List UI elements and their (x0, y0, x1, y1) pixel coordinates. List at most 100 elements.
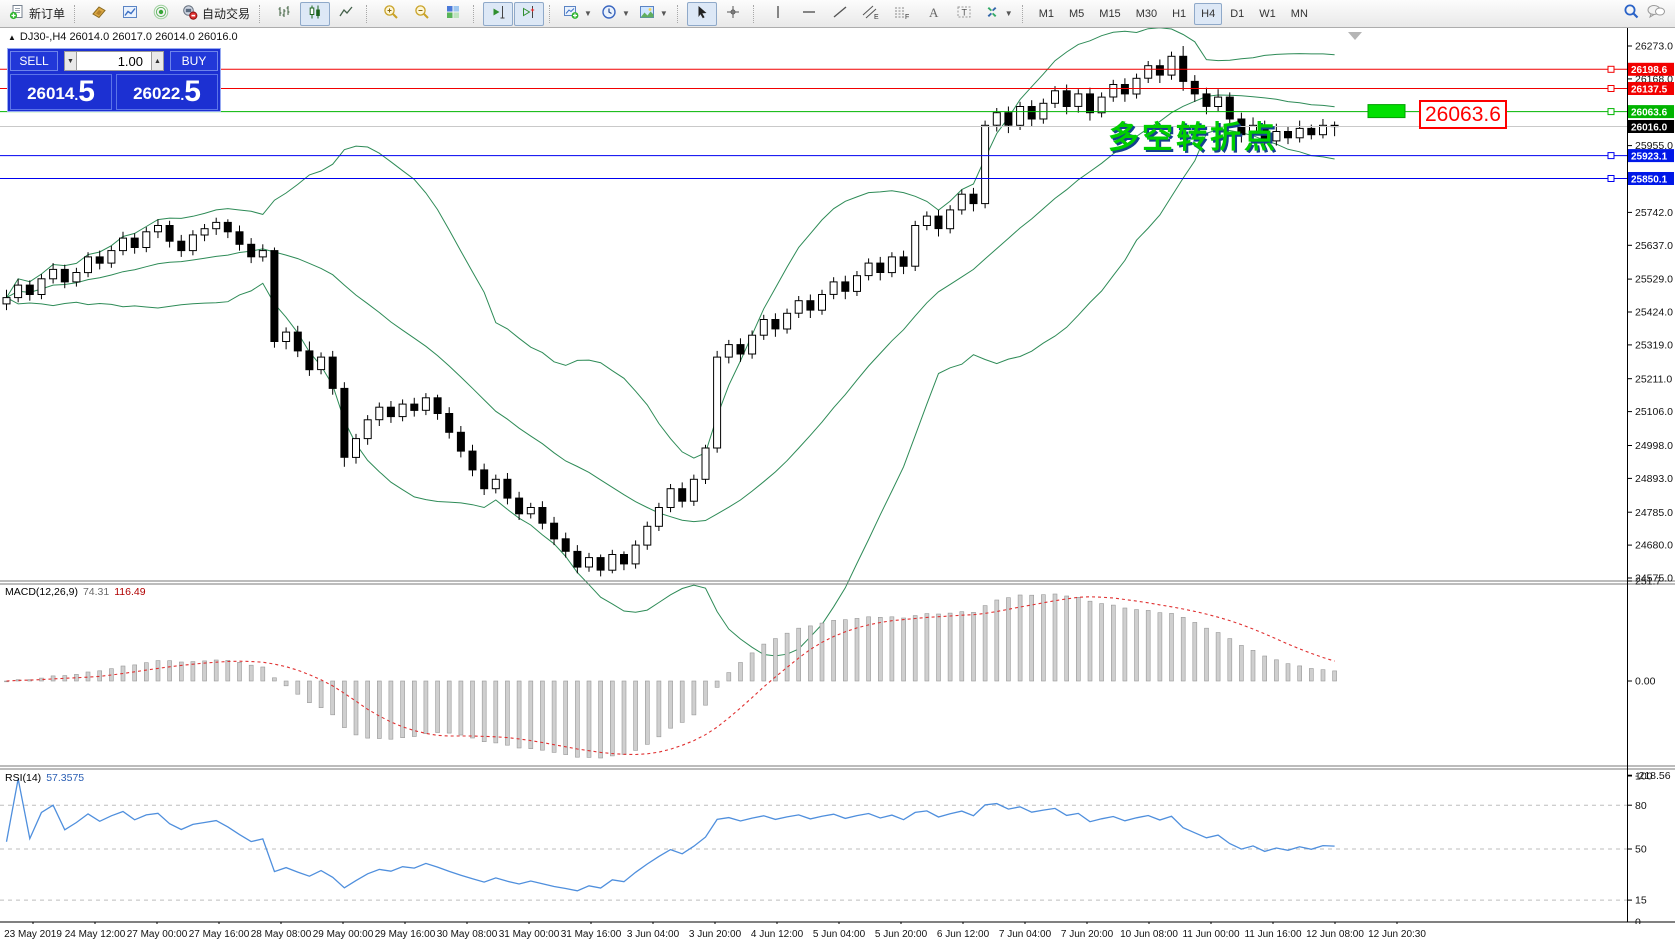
arrows-button[interactable]: ▼ (980, 2, 1017, 26)
macd-histogram (4, 593, 1337, 759)
new-chart-button[interactable]: ▼ (559, 2, 596, 26)
arrows-icon (984, 4, 1000, 23)
timeframe-m15[interactable]: M15 (1099, 7, 1121, 20)
price-tick-label: 26273.0 (1635, 41, 1673, 53)
time-axis-label: 27 May 00:00 (126, 929, 188, 940)
svg-text:A: A (929, 5, 939, 20)
templates-icon (639, 4, 655, 23)
line-chart-button[interactable] (331, 2, 361, 26)
buy-price[interactable]: 26022. 5 (116, 74, 218, 110)
price-badge (1628, 62, 1674, 76)
time-axis-label: 5 Jun 20:00 (874, 929, 928, 940)
timeframe-d1[interactable]: D1 (1230, 7, 1245, 20)
chart-annotation-text: 多空转折点 (1108, 120, 1278, 155)
chat-icon[interactable] (1646, 3, 1666, 24)
time-axis-label: 3 Jun 04:00 (626, 929, 680, 940)
rsi-tick-label: 80 (1635, 800, 1647, 812)
volume-up-button[interactable]: ▲ (151, 51, 164, 71)
price-badge (1628, 105, 1674, 119)
tile-windows-button[interactable] (438, 2, 468, 26)
buy-button[interactable]: BUY (170, 51, 218, 71)
auto-scroll-button[interactable] (483, 1, 514, 26)
autotrading-label: 自动交易 (202, 7, 251, 21)
macd-tick-label: 251.7 (1635, 576, 1661, 588)
price-tick-label: 25637.0 (1635, 240, 1673, 252)
crosshair-icon (725, 4, 741, 23)
cursor-button[interactable] (686, 1, 717, 26)
text-label-button[interactable]: T (949, 2, 979, 26)
templates-button[interactable]: ▼ (635, 2, 672, 26)
price-tick-label: 24893.0 (1635, 473, 1673, 485)
vertical-line-button[interactable] (763, 2, 793, 26)
candlestick-chart-button[interactable] (300, 1, 331, 26)
price-badge (1628, 172, 1674, 185)
time-axis-label: 4 Jun 12:00 (750, 929, 804, 940)
timeframe-m30[interactable]: M30 (1135, 7, 1158, 20)
autotrading-button[interactable]: 自动交易 (177, 2, 254, 26)
chevron-down-icon: ▼ (1004, 9, 1013, 18)
price-badge (1628, 149, 1674, 163)
timeframe-h1[interactable]: H1 (1172, 7, 1187, 20)
chevron-down-icon: ▼ (621, 9, 630, 18)
bar-chart-icon (276, 4, 292, 23)
bollinger-bands (6, 27, 1335, 657)
zoom-in-button[interactable] (376, 2, 406, 26)
text-button[interactable]: A (918, 2, 948, 26)
time-axis-label: 29 May 16:00 (374, 929, 436, 940)
zoom-out-icon (414, 4, 430, 23)
market-watch-button[interactable] (84, 2, 114, 26)
new-order-label: 新订单 (29, 7, 66, 21)
timeframe-w1[interactable]: W1 (1259, 7, 1276, 20)
macd-signal-line (6, 596, 1335, 756)
toolbar-separator (366, 4, 371, 23)
trendline-button[interactable] (825, 2, 855, 26)
toolbar-separator (549, 4, 554, 23)
timeframe-mn[interactable]: MN (1290, 7, 1308, 20)
fibonacci-icon: F (893, 4, 910, 23)
time-axis-label: 29 May 00:00 (312, 929, 374, 940)
toolbar-separator (676, 4, 682, 23)
horizontal-line-button[interactable] (794, 2, 824, 26)
price-tag-label[interactable]: 26063.6 (1419, 100, 1507, 129)
panel-dividers[interactable] (0, 580, 1675, 923)
time-axis-label: 31 May 16:00 (560, 929, 622, 940)
timeframe-m1[interactable]: M1 (1038, 7, 1054, 20)
timeframe-h4[interactable]: H4 (1194, 2, 1223, 25)
sell-price-dot: . (74, 87, 79, 103)
signals-button[interactable] (146, 2, 176, 26)
chart-shift-button[interactable] (514, 1, 545, 26)
price-tick-label: 24680.0 (1635, 540, 1673, 552)
bar-chart-button[interactable] (269, 2, 299, 26)
periods-button[interactable]: ▼ (597, 2, 634, 26)
rsi-tick-label: 0 (1635, 917, 1641, 929)
time-axis[interactable]: 23 May 2019 24 May 12:00 27 May 00:00 27 Ma… (0, 924, 1675, 951)
volume-input[interactable]: 1.00 (77, 51, 151, 71)
sell-button[interactable]: SELL (10, 51, 58, 71)
fibonacci-button[interactable]: F (887, 2, 917, 26)
rsi-indicator-label: RSI(14) 57.3575 (5, 772, 84, 784)
channel-button[interactable]: E (856, 2, 886, 26)
svg-text:25850.1: 25850.1 (1631, 174, 1668, 185)
price-tick-label: 25424.0 (1635, 307, 1673, 319)
time-axis-label: 27 May 16:00 (188, 929, 250, 940)
new-chart-icon (563, 4, 579, 23)
charts-window-button[interactable] (115, 2, 145, 26)
price-tick-label: 24998.0 (1635, 440, 1673, 452)
new-order-button[interactable]: 新订单 (5, 2, 69, 26)
crosshair-button[interactable] (718, 2, 748, 26)
charts-window-icon (122, 4, 138, 23)
search-icon[interactable] (1623, 3, 1640, 25)
vertical-line-icon (770, 4, 786, 23)
sell-price[interactable]: 26014. 5 (10, 74, 112, 110)
zoom-out-button[interactable] (407, 2, 437, 26)
time-axis-label: 31 May 00:00 (498, 929, 560, 940)
time-axis-label: 24 May 12:00 (64, 929, 126, 940)
macd-signal-value: 116.49 (114, 586, 146, 598)
price-axis[interactable]: 26273.026168.025955.025742.025637.025529… (1627, 28, 1674, 929)
timeframe-m5[interactable]: M5 (1069, 7, 1085, 20)
volume-down-button[interactable]: ▼ (64, 51, 77, 71)
svg-text:26063.6: 26063.6 (1631, 107, 1668, 118)
text-label-icon: T (956, 4, 972, 23)
price-tick-label: 24575.0 (1635, 573, 1673, 585)
